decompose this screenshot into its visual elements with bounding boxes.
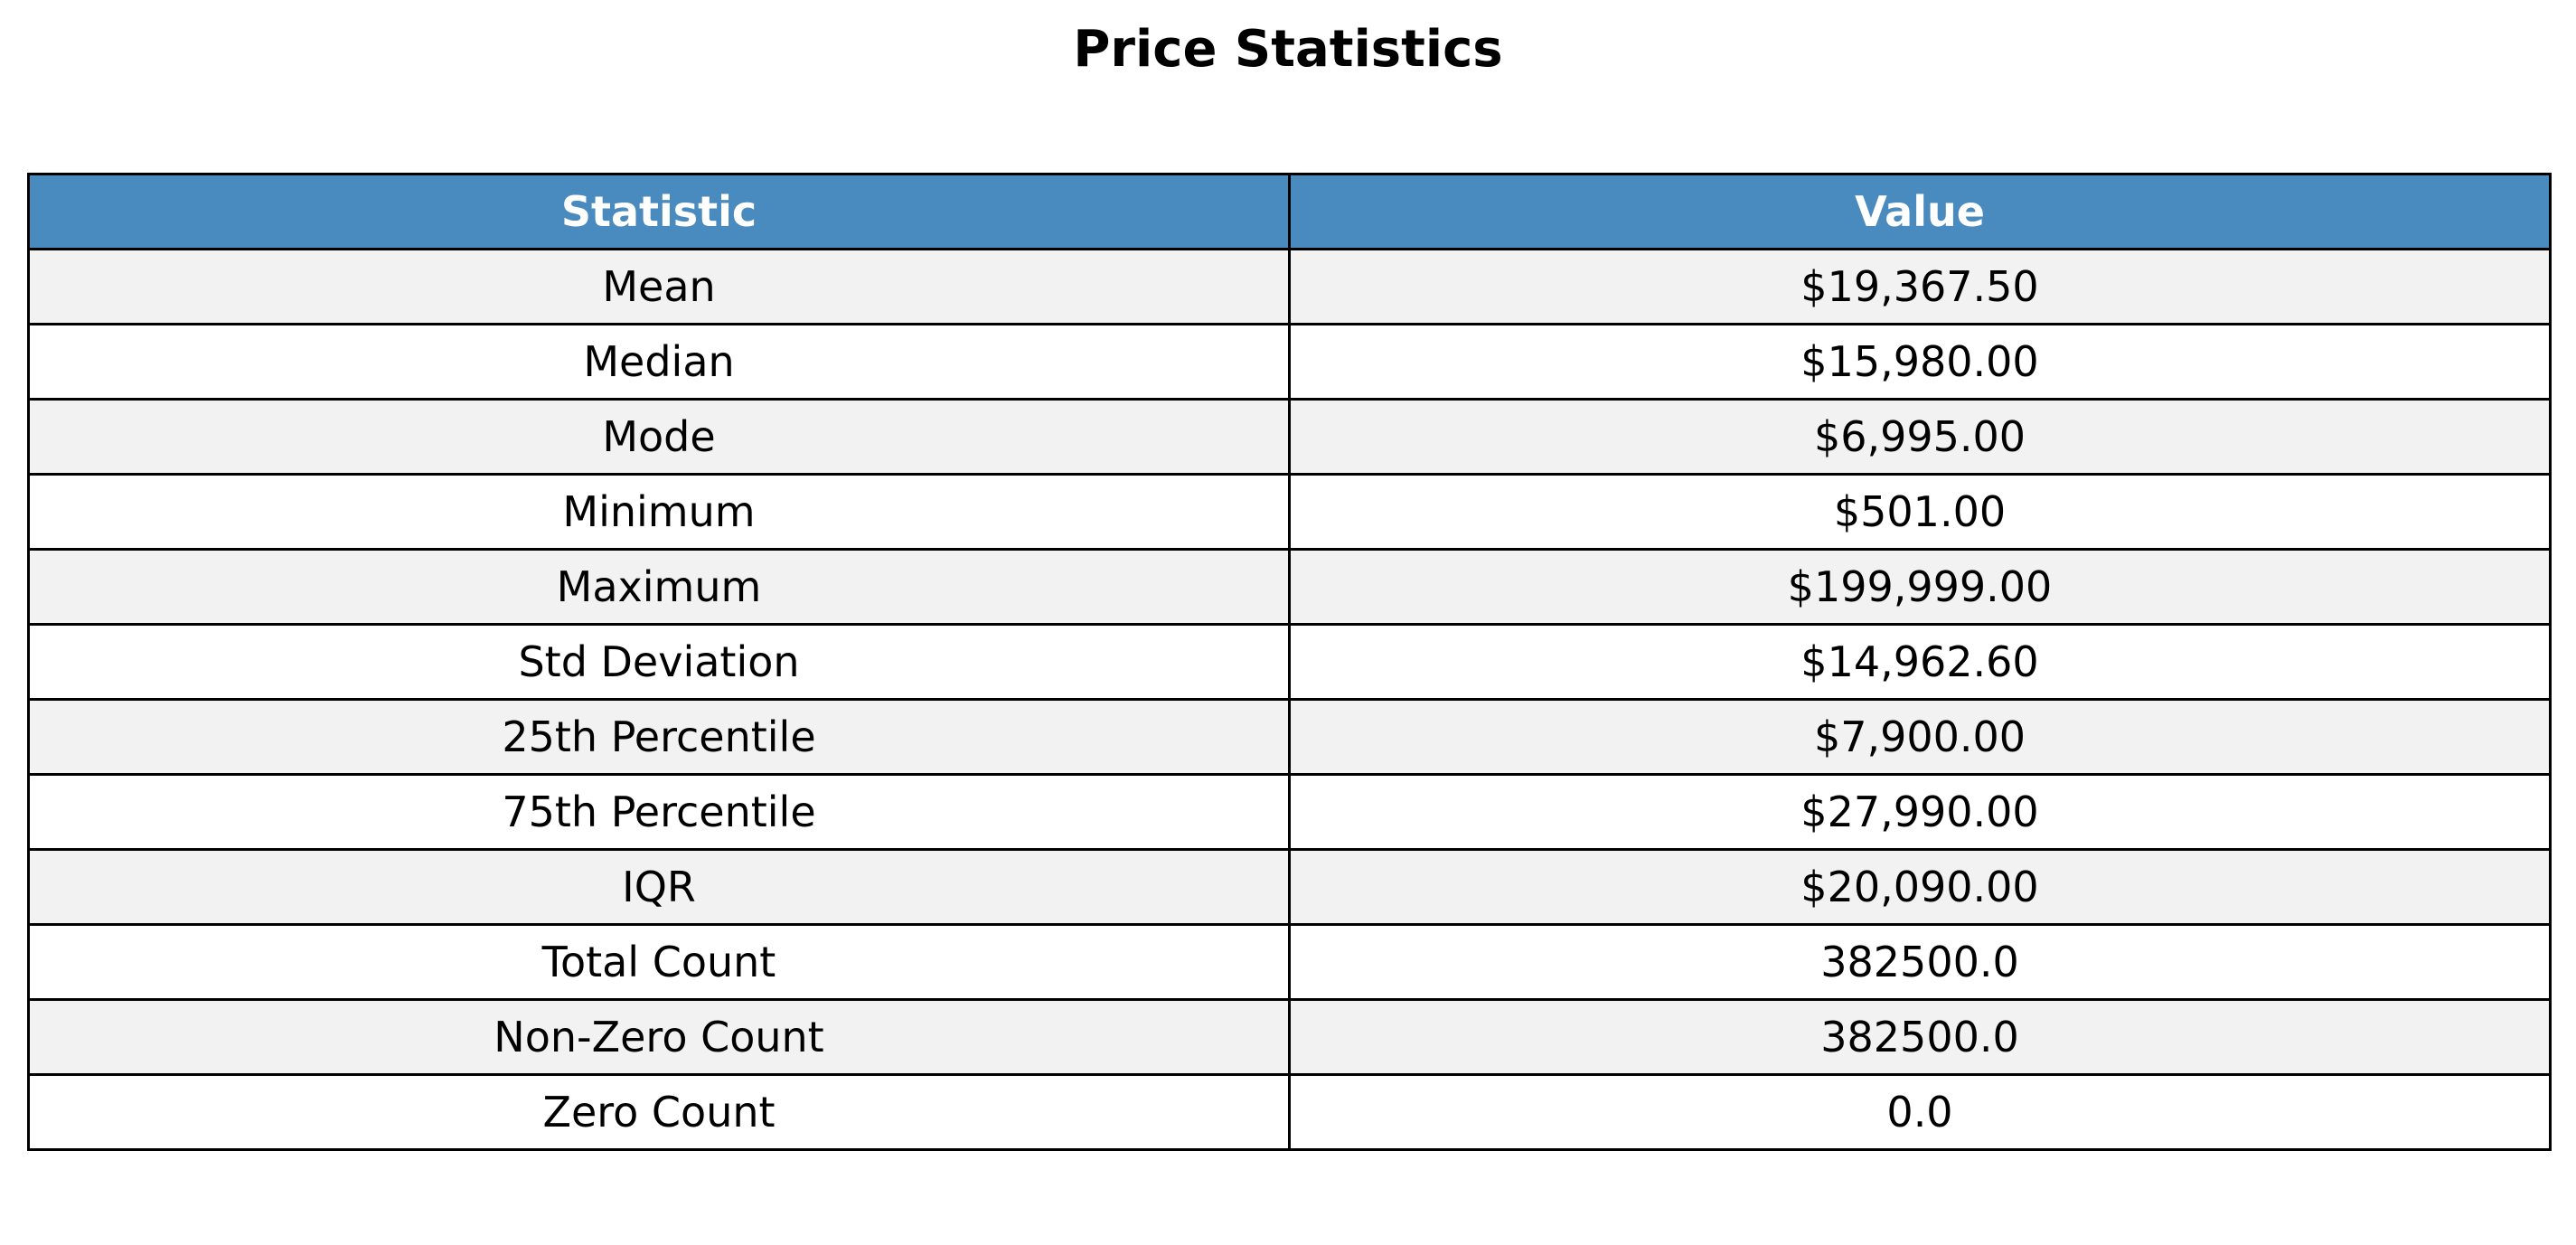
value-cell: $19,367.50 bbox=[1288, 248, 2552, 325]
statistic-cell: Maximum bbox=[27, 548, 1291, 626]
statistic-cell: Non-Zero Count bbox=[27, 998, 1291, 1076]
column-header-value: Value bbox=[1288, 173, 2552, 250]
table-row: Minimum $501.00 bbox=[27, 473, 2552, 551]
value-cell: $27,990.00 bbox=[1288, 773, 2552, 851]
statistic-cell: Std Deviation bbox=[27, 623, 1291, 701]
value-cell: 0.0 bbox=[1288, 1073, 2552, 1151]
statistic-cell: Mode bbox=[27, 398, 1291, 476]
value-cell: $15,980.00 bbox=[1288, 323, 2552, 401]
value-cell: $7,900.00 bbox=[1288, 698, 2552, 776]
table-row: Zero Count 0.0 bbox=[27, 1073, 2552, 1151]
value-cell: 382500.0 bbox=[1288, 923, 2552, 1001]
table-row: Total Count 382500.0 bbox=[27, 923, 2552, 1001]
statistic-cell: Mean bbox=[27, 248, 1291, 325]
table-row: IQR $20,090.00 bbox=[27, 848, 2552, 926]
table-row: Median $15,980.00 bbox=[27, 323, 2552, 401]
statistics-table: Statistic Value Mean $19,367.50 Median $… bbox=[27, 173, 2552, 1151]
statistic-cell: Minimum bbox=[27, 473, 1291, 551]
statistic-cell: 25th Percentile bbox=[27, 698, 1291, 776]
chart-title: Price Statistics bbox=[1073, 20, 1503, 79]
table-row: Mean $19,367.50 bbox=[27, 248, 2552, 325]
statistic-cell: Total Count bbox=[27, 923, 1291, 1001]
statistic-cell: IQR bbox=[27, 848, 1291, 926]
table-row: Non-Zero Count 382500.0 bbox=[27, 998, 2552, 1076]
value-cell: $14,962.60 bbox=[1288, 623, 2552, 701]
value-cell: $501.00 bbox=[1288, 473, 2552, 551]
column-header-statistic: Statistic bbox=[27, 173, 1291, 250]
header-row: Statistic Value bbox=[27, 173, 2552, 250]
table-row: Mode $6,995.00 bbox=[27, 398, 2552, 476]
table-row: 75th Percentile $27,990.00 bbox=[27, 773, 2552, 851]
value-cell: $20,090.00 bbox=[1288, 848, 2552, 926]
value-cell: 382500.0 bbox=[1288, 998, 2552, 1076]
statistic-cell: Zero Count bbox=[27, 1073, 1291, 1151]
table-row: Std Deviation $14,962.60 bbox=[27, 623, 2552, 701]
table-row: 25th Percentile $7,900.00 bbox=[27, 698, 2552, 776]
value-cell: $199,999.00 bbox=[1288, 548, 2552, 626]
value-cell: $6,995.00 bbox=[1288, 398, 2552, 476]
statistic-cell: 75th Percentile bbox=[27, 773, 1291, 851]
table-row: Maximum $199,999.00 bbox=[27, 548, 2552, 626]
statistic-cell: Median bbox=[27, 323, 1291, 401]
